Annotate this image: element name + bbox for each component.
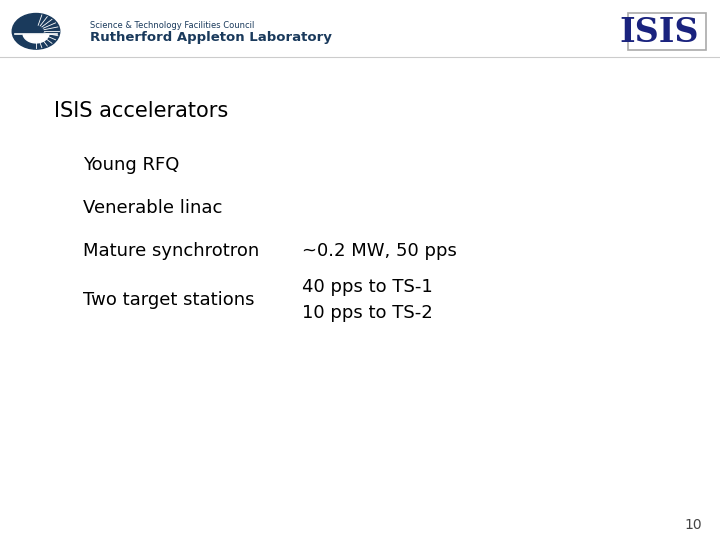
Text: Venerable linac: Venerable linac: [83, 199, 222, 217]
Text: Mature synchrotron: Mature synchrotron: [83, 242, 259, 260]
Text: Young RFQ: Young RFQ: [83, 156, 179, 174]
Text: Rutherford Appleton Laboratory: Rutherford Appleton Laboratory: [90, 31, 332, 44]
Text: ISIS accelerators: ISIS accelerators: [54, 100, 228, 121]
FancyBboxPatch shape: [628, 13, 706, 50]
Text: Science & Technology Facilities Council: Science & Technology Facilities Council: [90, 22, 254, 30]
Text: ISIS: ISIS: [619, 16, 698, 49]
Text: 10: 10: [685, 518, 702, 532]
Text: 40 pps to TS-1
10 pps to TS-2: 40 pps to TS-1 10 pps to TS-2: [302, 278, 433, 322]
Circle shape: [12, 14, 60, 49]
Text: ~0.2 MW, 50 pps: ~0.2 MW, 50 pps: [302, 242, 457, 260]
Text: Two target stations: Two target stations: [83, 291, 254, 309]
Polygon shape: [23, 35, 49, 43]
